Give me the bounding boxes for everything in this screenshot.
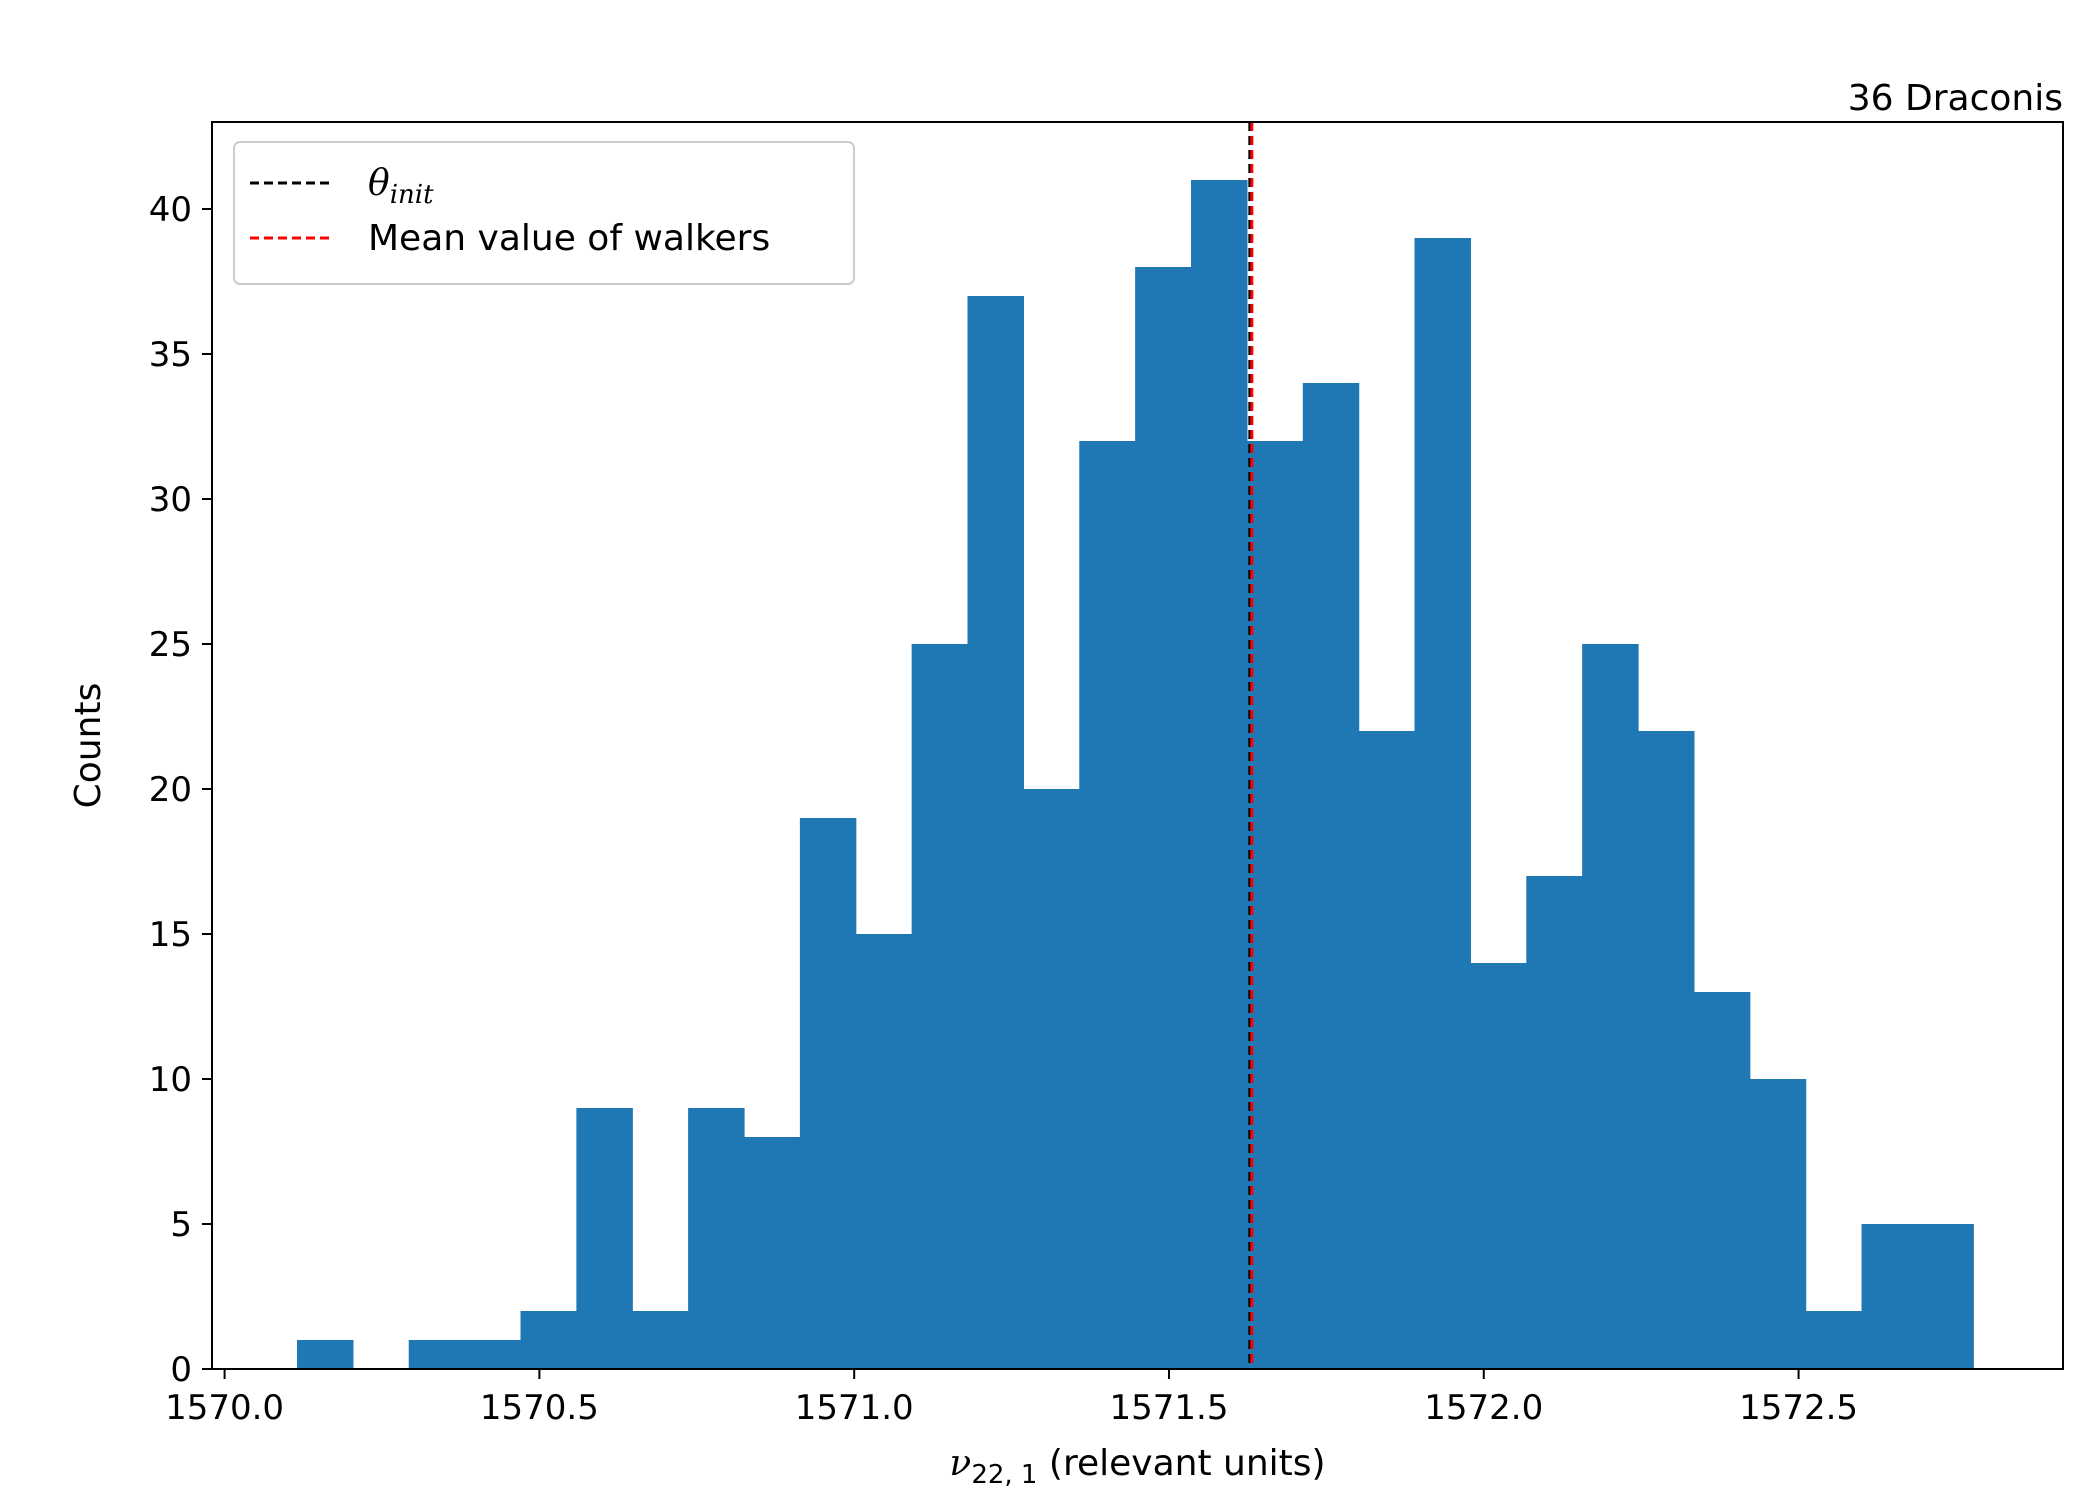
histogram-bar: [1582, 644, 1639, 1369]
y-axis-title: Counts: [68, 683, 109, 809]
histogram-bar: [1526, 876, 1583, 1369]
y-tick-label: 25: [149, 625, 192, 665]
legend: θinit Mean value of walkers: [233, 141, 855, 285]
legend-entry-theta-init: θinit: [368, 163, 434, 210]
histogram-bar: [1693, 992, 1751, 1369]
histogram-bar: [576, 1108, 633, 1369]
histogram-bar: [1246, 441, 1304, 1369]
plot-frame: [211, 121, 2064, 1370]
x-tick-label: 1572.5: [1739, 1388, 1858, 1428]
x-axis-suffix: (relevant units): [1037, 1443, 1325, 1484]
histogram-bar: [632, 1311, 689, 1369]
y-tick-label: 40: [149, 190, 192, 230]
x-tick-label: 1572.0: [1424, 1388, 1543, 1428]
histogram-bar: [1470, 963, 1527, 1369]
y-tick-label: 10: [149, 1060, 192, 1100]
histogram-bar: [855, 934, 913, 1369]
histogram-bar: [1749, 1079, 1807, 1369]
histogram-bar: [1191, 180, 1248, 1369]
histogram-bar: [744, 1137, 801, 1369]
x-axis-symbol: ν: [949, 1443, 971, 1484]
x-tick-label: 1571.5: [1109, 1388, 1228, 1428]
y-tick-label: 20: [149, 770, 192, 810]
histogram-bar: [296, 1340, 354, 1369]
histogram-bar: [1079, 441, 1136, 1369]
histogram-bar: [967, 296, 1024, 1369]
y-tick-label: 5: [170, 1205, 192, 1245]
histogram-bar: [799, 818, 857, 1369]
y-tick-label: 30: [149, 480, 192, 520]
chart-title: 36 Draconis: [1848, 78, 2063, 119]
histogram-bar: [1302, 383, 1360, 1369]
histogram-bar: [1805, 1311, 1863, 1369]
histogram-bar: [408, 1340, 466, 1369]
legend-entry-mean-walkers: Mean value of walkers: [368, 218, 770, 259]
y-tick-label: 15: [149, 915, 192, 955]
x-axis-title: ν22, 1 (relevant units): [949, 1443, 1325, 1490]
histogram-bar: [1023, 789, 1080, 1369]
histogram-bar: [520, 1311, 577, 1369]
histogram-bars: [296, 180, 1974, 1369]
y-tick-label: 35: [149, 335, 192, 375]
x-tick-label: 1570.0: [165, 1388, 284, 1428]
histogram-bar: [1917, 1224, 1974, 1369]
x-axis-subscript: 22, 1: [971, 1460, 1037, 1490]
x-tick-label: 1571.0: [795, 1388, 914, 1428]
histogram-bar: [688, 1108, 745, 1369]
x-tick-label: 1570.5: [480, 1388, 599, 1428]
histogram-bar: [1414, 238, 1471, 1369]
histogram-bar: [1135, 267, 1192, 1369]
legend-box: [233, 141, 855, 285]
histogram-bar: [1638, 731, 1695, 1369]
histogram-bar: [1358, 731, 1416, 1369]
y-axis-ticks: 0 5 10 15 20 25 30 35 40: [149, 190, 212, 1390]
histogram-bar: [464, 1340, 522, 1369]
reference-lines: [1248, 122, 1254, 1369]
y-tick-label: 0: [170, 1350, 192, 1390]
histogram-bar: [911, 644, 969, 1369]
x-axis-ticks: 1570.0 1570.5 1571.0 1571.5 1572.0 1572.5: [165, 1369, 1858, 1428]
histogram-bar: [1861, 1224, 1919, 1369]
